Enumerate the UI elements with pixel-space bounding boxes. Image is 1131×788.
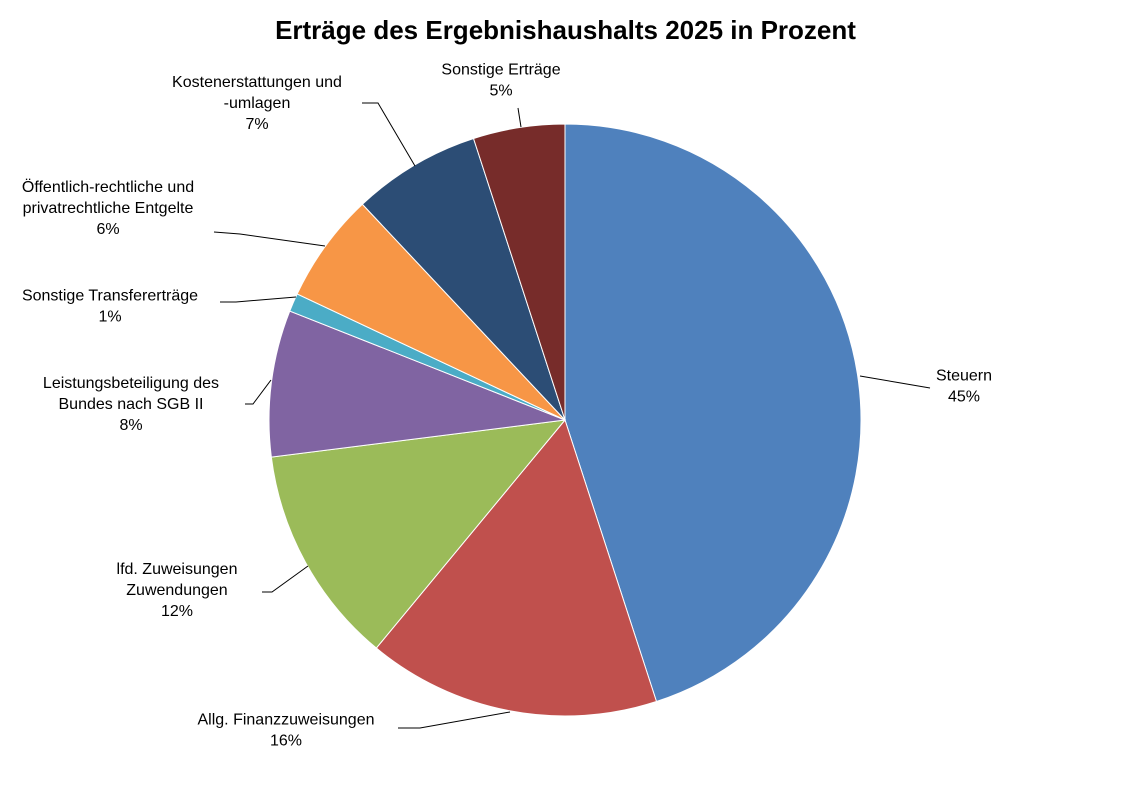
slice-label-3: lfd. Zuweisungen Zuwendungen 12% [117, 561, 238, 620]
slice-category-label: Zuwendungen [126, 582, 227, 599]
slice-label-2: Allg. Finanzzuweisungen 16% [198, 712, 375, 750]
slice-value-label: 6% [96, 221, 119, 238]
leader-line-4 [245, 379, 272, 405]
leader-line-2 [398, 711, 511, 729]
slice-category-label: Sonstige Erträge [441, 62, 560, 79]
slices-layer [268, 123, 862, 717]
slice-category-label: Bundes nach SGB II [59, 396, 204, 413]
slice-category-label: Leistungsbeteiligung des [43, 375, 219, 392]
leader-line-8 [517, 107, 522, 128]
slice-label-7: Kostenerstattungen und -umlagen 7% [172, 74, 342, 133]
slice-value-label: 16% [270, 733, 302, 750]
slice-value-label: 8% [119, 417, 142, 434]
slice-value-label: 1% [98, 309, 121, 326]
slice-value-label: 7% [245, 116, 268, 133]
labels-layer: Steuern 45% Allg. Finanzzuweisungen 16% lfd.… [22, 62, 992, 750]
slice-label-4: Leistungsbeteiligung des Bundes nach SGB … [43, 375, 219, 434]
pie-slice-3 [270, 419, 567, 649]
slice-label-8: Sonstige Erträge 5% [441, 62, 560, 100]
slice-label-1: Steuern 45% [936, 368, 992, 406]
pie-slice-4 [268, 310, 566, 458]
slice-category-label: Sonstige Transfererträge [22, 288, 198, 305]
slice-value-label: 12% [161, 603, 193, 620]
slice-label-5: Sonstige Transfererträge 1% [22, 288, 198, 326]
pie-slice-8 [472, 123, 566, 421]
leader-line-5 [220, 296, 297, 303]
slice-category-label: -umlagen [224, 95, 291, 112]
slice-category-label: Allg. Finanzzuweisungen [198, 712, 375, 729]
pie-slice-1 [564, 123, 862, 703]
slice-value-label: 45% [948, 389, 980, 406]
slice-category-label: lfd. Zuweisungen [117, 561, 238, 578]
leader-line-1 [859, 375, 931, 389]
slice-category-label: Öffentlich-rechtliche und [22, 178, 194, 196]
leader-line-6 [213, 231, 326, 247]
slice-label-6: Öffentlich-rechtliche und privatrechtlich… [22, 178, 194, 238]
pie-slice-2 [375, 418, 658, 717]
slice-category-label: Kostenerstattungen und [172, 74, 342, 91]
leaders-layer [213, 102, 931, 729]
slice-category-label: privatrechtliche Entgelte [23, 200, 194, 217]
slice-category-label: Steuern [936, 368, 992, 385]
leader-line-3 [262, 565, 309, 593]
leader-line-7 [362, 102, 416, 167]
chart-title: Erträge des Ergebnishaushalts 2025 in Pr… [275, 15, 856, 45]
slice-value-label: 5% [489, 83, 512, 100]
